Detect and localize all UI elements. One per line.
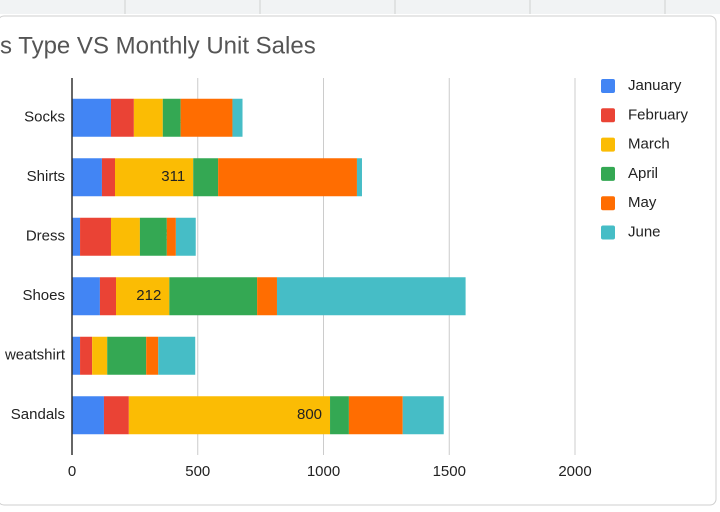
- bar-segment: [72, 396, 104, 435]
- bar-segment: [133, 98, 163, 137]
- bar-segment: [193, 158, 219, 197]
- bar-segment: [218, 158, 357, 197]
- legend-swatch: [601, 166, 615, 181]
- y-tick-label: Shirts: [27, 168, 65, 185]
- bar-segment: [166, 217, 176, 256]
- chart-title: s Type VS Monthly Unit Sales: [0, 32, 316, 59]
- data-label: 311: [161, 168, 185, 185]
- bar-segment: [330, 396, 349, 435]
- bar-segment: [116, 277, 170, 316]
- bar-segment: [107, 336, 147, 375]
- bar-segment: [232, 98, 243, 137]
- legend-label: March: [628, 136, 670, 153]
- y-tick-label: Shoes: [22, 287, 65, 304]
- bar-segment: [72, 336, 81, 375]
- bar-segment: [110, 217, 140, 256]
- bar-segment: [180, 98, 233, 137]
- x-tick-label: 500: [185, 463, 210, 480]
- bar-segment: [169, 277, 258, 316]
- y-tick-label: weatshirt: [4, 347, 66, 364]
- legend-label: April: [628, 165, 658, 182]
- x-tick-label: 0: [68, 463, 76, 480]
- bar-segment: [146, 336, 159, 375]
- bar-segment: [276, 277, 466, 316]
- bar-segment: [110, 98, 134, 137]
- legend-swatch: [601, 137, 615, 152]
- bar-segment: [356, 158, 362, 197]
- bar-segment: [402, 396, 444, 435]
- bar-segment: [103, 396, 129, 435]
- legend-swatch: [601, 225, 615, 240]
- bar-segment: [72, 158, 102, 197]
- y-tick-label: Socks: [24, 109, 65, 126]
- y-tick-label: Sandals: [11, 406, 65, 423]
- data-label: 800: [297, 406, 322, 423]
- bar-segment: [80, 217, 111, 256]
- bar-segment: [72, 277, 100, 316]
- bar-segment: [158, 336, 196, 375]
- legend-label: May: [628, 194, 657, 211]
- bar-segment: [348, 396, 403, 435]
- legend-swatch: [601, 108, 615, 123]
- y-tick-label: Dress: [26, 228, 65, 245]
- x-tick-label: 1500: [433, 463, 466, 480]
- bar-segment: [128, 396, 331, 435]
- bar-segment: [72, 98, 111, 137]
- bar-segment: [72, 217, 81, 256]
- bar-segment: [175, 217, 196, 256]
- sheet-cells: [124, 0, 666, 14]
- legend-label: February: [628, 106, 689, 123]
- bar-segment: [162, 98, 181, 137]
- bar-segment: [92, 336, 108, 375]
- sheet-strip: [0, 0, 720, 14]
- legend-label: June: [628, 223, 661, 240]
- bar-segment: [101, 158, 116, 197]
- bar-segment: [99, 277, 117, 316]
- legend-swatch: [601, 196, 615, 211]
- bar-segment: [257, 277, 277, 316]
- data-label: 212: [136, 287, 161, 304]
- chart-card: [0, 15, 717, 506]
- x-tick-label: 1000: [307, 463, 340, 480]
- x-tick-label: 2000: [558, 463, 591, 480]
- bar-segment: [80, 336, 93, 375]
- legend-label: January: [628, 77, 682, 94]
- bar-segment: [139, 217, 167, 256]
- bar-segment: [115, 158, 194, 197]
- legend-swatch: [601, 79, 615, 93]
